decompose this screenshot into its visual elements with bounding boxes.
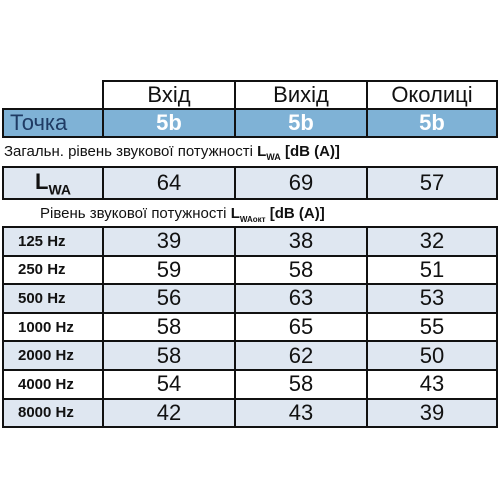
band-value-cell: 58 <box>234 254 368 286</box>
band-value-cell: 62 <box>234 340 368 371</box>
band-frequency: 500 Hz <box>18 289 66 307</box>
band-value: 53 <box>419 285 445 311</box>
band-frequency-cell: 1000 Hz <box>2 311 104 343</box>
total-section-text: Загальн. рівень звукової потужності <box>4 143 253 160</box>
band-value: 50 <box>419 342 445 368</box>
point-value-surroundings: 5b <box>366 108 498 138</box>
column-header-surroundings-label: Околиці <box>391 82 473 107</box>
band-section-symbol: L <box>230 205 240 222</box>
column-header-exit: Вихід <box>234 80 368 110</box>
band-value: 43 <box>419 371 445 397</box>
band-value-cell: 32 <box>366 226 498 257</box>
total-value: 57 <box>419 170 445 195</box>
point-value-exit: 5b <box>234 108 368 138</box>
band-value-cell: 63 <box>234 283 368 314</box>
band-value-cell: 53 <box>366 283 498 314</box>
band-section-symbol-sub: WAoкт <box>239 215 266 224</box>
band-value-cell: 65 <box>234 311 368 343</box>
band-value-cell: 42 <box>102 397 236 429</box>
band-section-unit: [dB (A)] <box>269 205 325 222</box>
band-value-cell: 43 <box>366 369 498 400</box>
band-value: 58 <box>156 342 182 368</box>
band-value: 58 <box>288 371 314 397</box>
point-label: Точка <box>10 110 68 135</box>
band-value: 58 <box>156 314 182 340</box>
total-section-unit: [dB (A)] <box>284 143 340 160</box>
band-value: 39 <box>156 228 182 254</box>
band-frequency: 8000 Hz <box>18 404 74 422</box>
column-header-entry: Вхід <box>102 80 236 110</box>
band-value: 56 <box>156 285 182 311</box>
band-value-cell: 59 <box>102 254 236 286</box>
total-section-symbol: L <box>257 143 267 160</box>
column-header-surroundings: Околиці <box>366 80 498 110</box>
band-value-cell: 51 <box>366 254 498 286</box>
point-value: 5b <box>156 110 182 135</box>
band-frequency: 2000 Hz <box>18 347 74 365</box>
band-frequency-cell: 2000 Hz <box>2 340 104 371</box>
band-value: 51 <box>419 256 445 282</box>
band-value: 55 <box>419 314 445 340</box>
band-value: 42 <box>156 399 182 425</box>
band-value: 38 <box>288 228 314 254</box>
total-value: 64 <box>156 170 182 195</box>
band-value-cell: 58 <box>102 340 236 371</box>
point-value-entry: 5b <box>102 108 236 138</box>
band-section-title: Рівень звукової потужності LWAoкт [dB (A… <box>40 205 325 224</box>
band-value-cell: 39 <box>366 397 498 429</box>
band-value: 54 <box>156 371 182 397</box>
band-value-cell: 50 <box>366 340 498 371</box>
band-value-cell: 58 <box>234 369 368 400</box>
total-value-exit: 69 <box>234 166 368 200</box>
band-value-cell: 55 <box>366 311 498 343</box>
point-value: 5b <box>288 110 314 135</box>
point-value: 5b <box>419 110 445 135</box>
column-header-exit-label: Вихід <box>273 82 329 107</box>
band-value: 58 <box>288 256 314 282</box>
band-value: 62 <box>288 342 314 368</box>
band-value: 59 <box>156 256 182 282</box>
band-frequency-cell: 8000 Hz <box>2 397 104 429</box>
band-frequency-cell: 250 Hz <box>2 254 104 286</box>
column-header-entry-label: Вхід <box>147 82 191 107</box>
band-frequency-cell: 4000 Hz <box>2 369 104 400</box>
band-value: 65 <box>288 314 314 340</box>
band-frequency: 125 Hz <box>18 232 66 250</box>
band-value-cell: 39 <box>102 226 236 257</box>
band-frequency: 250 Hz <box>18 261 66 279</box>
total-label-cell: LWA <box>2 166 104 200</box>
band-value-cell: 43 <box>234 397 368 429</box>
band-value-cell: 56 <box>102 283 236 314</box>
band-frequency: 1000 Hz <box>18 318 74 336</box>
band-frequency-cell: 125 Hz <box>2 226 104 257</box>
total-value-entry: 64 <box>102 166 236 200</box>
band-frequency-cell: 500 Hz <box>2 283 104 314</box>
total-label: LWA <box>34 168 71 198</box>
total-value-surroundings: 57 <box>366 166 498 200</box>
band-value: 43 <box>288 399 314 425</box>
point-label-cell: Точка <box>2 108 104 138</box>
band-value: 63 <box>288 285 314 311</box>
band-value-cell: 38 <box>234 226 368 257</box>
total-value: 69 <box>288 170 314 195</box>
band-section-text: Рівень звукової потужності <box>40 205 227 222</box>
band-value: 32 <box>419 228 445 254</box>
total-section-title: Загальн. рівень звукової потужності LWA … <box>4 143 340 162</box>
band-value-cell: 54 <box>102 369 236 400</box>
total-section-symbol-sub: WA <box>266 152 281 162</box>
band-value-cell: 58 <box>102 311 236 343</box>
band-frequency: 4000 Hz <box>18 375 74 393</box>
band-value: 39 <box>419 399 445 425</box>
